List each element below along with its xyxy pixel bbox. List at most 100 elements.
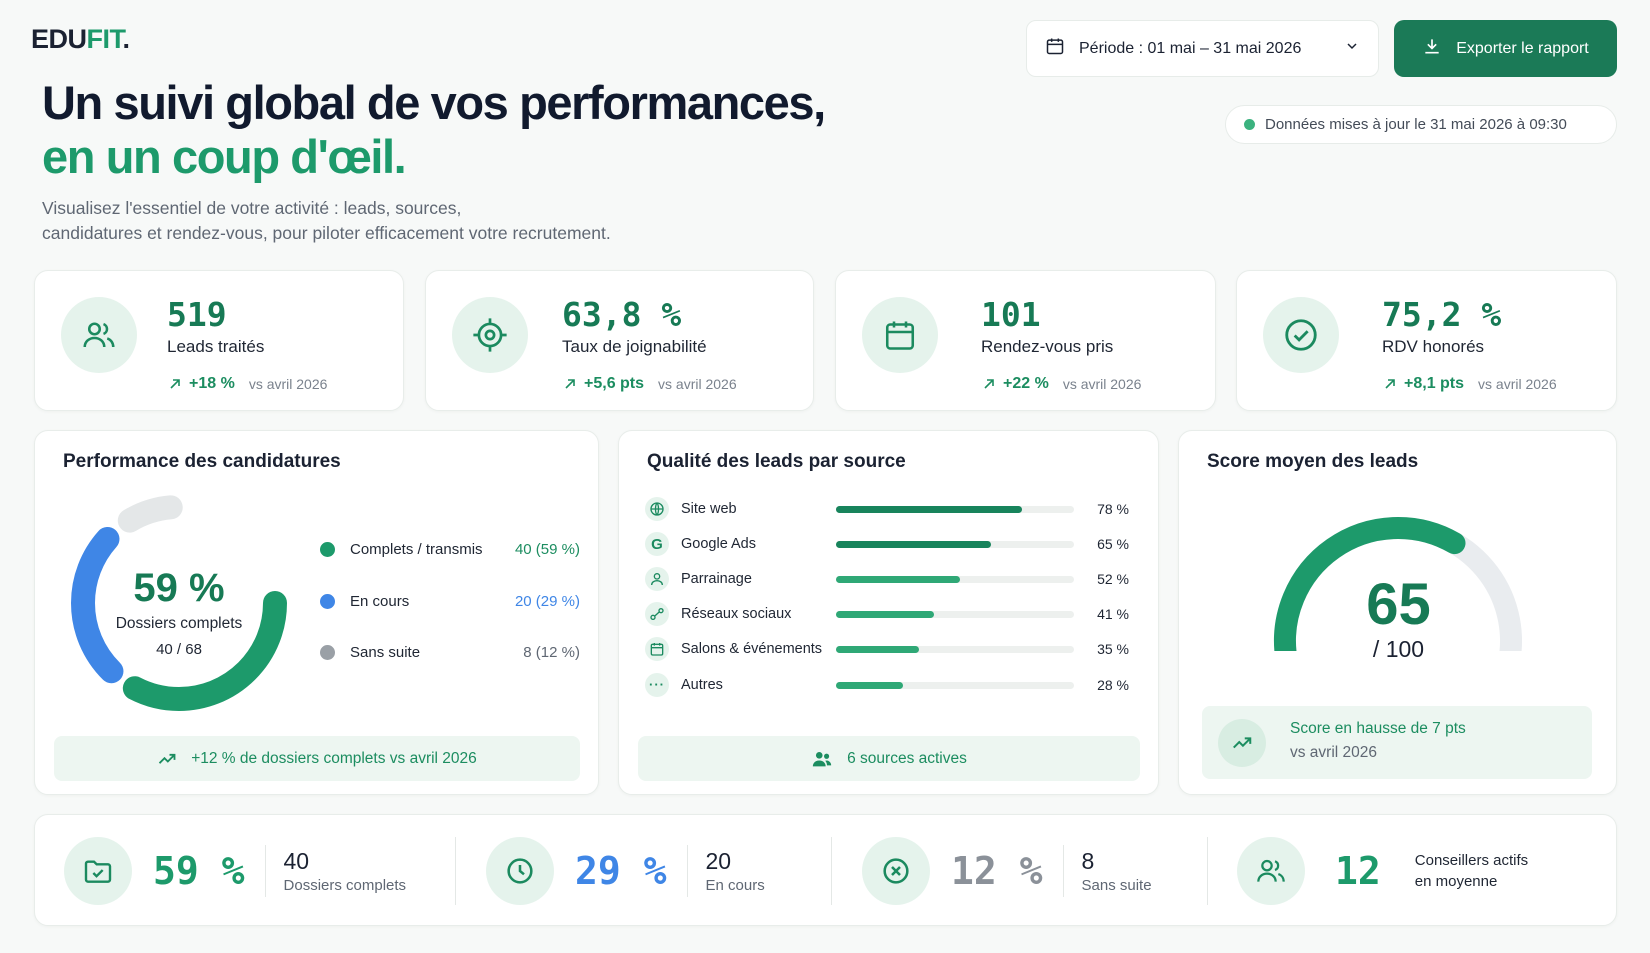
summary-percent: 59 % <box>153 849 245 893</box>
card-title: Performance des candidatures <box>63 451 341 472</box>
summary-detail: 8 Sans suite <box>1081 848 1152 894</box>
legend-item: Complets / transmis 40 (59 %) <box>320 541 580 558</box>
person-icon <box>645 567 669 591</box>
kpi-value: 75,2 % <box>1382 295 1502 334</box>
period-label: Période : 01 mai – 31 mai 2026 <box>1079 39 1302 57</box>
source-bar-fill <box>836 681 903 689</box>
download-icon <box>1422 36 1442 61</box>
kpi-value: 101 <box>981 295 1041 334</box>
users-icon <box>61 297 137 373</box>
arrow-up-right-icon <box>170 379 180 389</box>
trending-up-icon <box>1218 719 1266 767</box>
donut-center-value: 59 % <box>133 566 225 610</box>
source-row: Réseaux sociaux 41 % <box>645 601 1129 627</box>
candidatures-card: Performance des candidatures 59 % Dossie… <box>34 430 599 795</box>
card-title: Qualité des leads par source <box>647 451 906 472</box>
summary-detail: 20 En cours <box>705 848 765 894</box>
users-icon <box>812 751 832 766</box>
donut-segment <box>71 495 287 711</box>
summary-stat-complete: 59 % 40 Dossiers complets <box>64 815 406 927</box>
divider <box>831 837 832 905</box>
kpi-value: 519 <box>167 295 227 334</box>
kpi-trend: +8,1 pts vs avril 2026 <box>1382 375 1557 393</box>
source-bar-track <box>836 505 1074 513</box>
source-row: Salons & événements 35 % <box>645 636 1129 662</box>
arrow-up-right-icon <box>984 379 994 389</box>
clock-icon <box>486 837 554 905</box>
donut-center-label: Dossiers complets <box>115 615 243 632</box>
summary-stat-advisors: 12 Conseillers actifs en moyenne <box>1237 815 1528 927</box>
summary-count: 12 <box>1335 849 1381 893</box>
folder-check-icon <box>64 837 132 905</box>
period-selector[interactable]: Période : 01 mai – 31 mai 2026 <box>1026 20 1379 77</box>
arrow-up-right-icon <box>565 379 575 389</box>
kpi-trend: +18 % vs avril 2026 <box>167 375 327 393</box>
source-bar-fill <box>836 505 1022 513</box>
trending-up-icon <box>159 753 176 764</box>
source-row: Parrainage 52 % <box>645 566 1129 592</box>
export-label: Exporter le rapport <box>1456 39 1589 57</box>
users-icon <box>1237 837 1305 905</box>
status-dot-icon <box>1244 119 1255 130</box>
globe-icon <box>645 497 669 521</box>
score-gauge <box>1274 517 1522 651</box>
arrow-up-right-icon <box>1385 379 1395 389</box>
source-bar-fill <box>836 575 960 583</box>
divider <box>264 845 266 897</box>
page-title: Un suivi global de vos performances, en … <box>42 76 826 183</box>
score-max: / 100 <box>1372 636 1425 662</box>
source-bar-fill <box>836 645 920 653</box>
source-bar-track <box>836 681 1074 689</box>
source-bar-track <box>836 610 1074 618</box>
summary-detail: 40 Dossiers complets <box>283 848 407 894</box>
kpi-trend: +22 % vs avril 2026 <box>981 375 1141 393</box>
more-icon: ··· <box>645 673 669 697</box>
summary-stat-inprogress: 29 % 20 En cours <box>486 815 765 927</box>
source-bar-track <box>836 645 1074 653</box>
legend-item: En cours 20 (29 %) <box>320 593 580 610</box>
summary-stat-dropped: 12 % 8 Sans suite <box>862 815 1152 927</box>
kpi-card-leads: 519 Leads traités +18 % vs avril 2026 <box>34 270 404 411</box>
score-card: Score moyen des leads 65 / 100 Score en … <box>1178 430 1617 795</box>
kpi-value: 63,8 % <box>562 295 682 334</box>
share-icon <box>645 602 669 626</box>
export-report-button[interactable]: Exporter le rapport <box>1394 20 1617 77</box>
score-footer-line1: Score en hausse de 7 pts <box>1290 720 1466 737</box>
source-bar-track <box>836 575 1074 583</box>
target-icon <box>452 297 528 373</box>
sources-footer: 6 sources actives <box>638 736 1140 781</box>
source-bar-fill <box>836 540 991 548</box>
check-circle-icon <box>1263 297 1339 373</box>
calendar-icon <box>862 297 938 373</box>
donut-center-ratio: 40 / 68 <box>156 641 202 658</box>
kpi-card-reachability: 63,8 % Taux de joignabilité +5,6 pts vs … <box>425 270 814 411</box>
summary-detail: Conseillers actifs en moyenne <box>1414 852 1529 890</box>
calendar-icon <box>645 637 669 661</box>
divider <box>1207 837 1208 905</box>
sources-card: Qualité des leads par source Site web 78… <box>618 430 1159 795</box>
donut-segment <box>71 495 287 711</box>
donut-center: 59 % Dossiers complets 40 / 68 <box>99 566 259 658</box>
divider <box>686 845 688 897</box>
legend-item: Sans suite 8 (12 %) <box>320 644 580 661</box>
source-bar-track <box>836 540 1074 548</box>
brand-logo: EDUFIT. <box>31 24 130 54</box>
candidatures-footer: +12 % de dossiers complets vs avril 2026 <box>54 736 580 781</box>
score-footer-line2: vs avril 2026 <box>1290 744 1378 761</box>
legend-dot-icon <box>320 645 335 660</box>
divider <box>455 837 456 905</box>
google-icon: G <box>645 532 669 556</box>
score-value: 65 <box>1366 572 1431 637</box>
kpi-label: Rendez-vous pris <box>981 337 1114 356</box>
x-circle-icon <box>862 837 930 905</box>
kpi-label: Taux de joignabilité <box>562 337 707 356</box>
last-updated-text: Données mises à jour le 31 mai 2026 à 09… <box>1265 116 1567 133</box>
calendar-icon <box>1045 36 1065 61</box>
divider <box>1062 845 1064 897</box>
kpi-trend: +5,6 pts vs avril 2026 <box>562 375 737 393</box>
summary-percent: 12 % <box>951 849 1043 893</box>
legend-dot-icon <box>320 542 335 557</box>
page-intro: Visualisez l'essentiel de votre activité… <box>42 198 611 243</box>
source-row: ··· Autres 28 % <box>645 672 1129 698</box>
source-bar-fill <box>836 610 934 618</box>
